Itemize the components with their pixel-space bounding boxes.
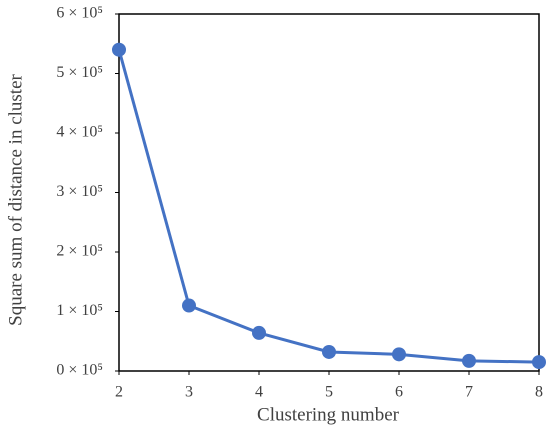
y-tick-label: 2 × 10⁵	[56, 243, 103, 260]
x-tick-label: 3	[185, 384, 193, 401]
line	[117, 49, 540, 364]
marker	[252, 325, 266, 340]
y-tick-label: 6 × 10⁵	[56, 5, 103, 22]
y-tick-label: 5 × 10⁵	[56, 64, 103, 81]
marker	[392, 347, 406, 362]
x-tick-label: 5	[325, 384, 333, 401]
y-tick-label: 0 × 10⁵	[56, 362, 103, 379]
x-tick-label: 2	[115, 384, 123, 401]
x-tick-label: 4	[255, 384, 263, 401]
y-axis-title: Square sum of distance in cluster	[5, 73, 26, 325]
y-tick-label: 1 × 10⁵	[56, 302, 103, 319]
x-axis-title: Clustering number	[257, 404, 400, 425]
x-tick-label: 7	[465, 384, 473, 401]
y-tick-label: 4 × 10⁵	[56, 124, 103, 141]
y-tick-label: 3 × 10⁵	[56, 183, 103, 200]
marker	[112, 42, 126, 57]
marker	[462, 353, 476, 368]
marker	[182, 298, 196, 313]
plot-frame	[118, 13, 540, 372]
marker	[322, 344, 336, 359]
marker	[532, 355, 546, 370]
x-tick-label: 8	[535, 384, 543, 401]
x-tick-label: 6	[395, 384, 403, 401]
